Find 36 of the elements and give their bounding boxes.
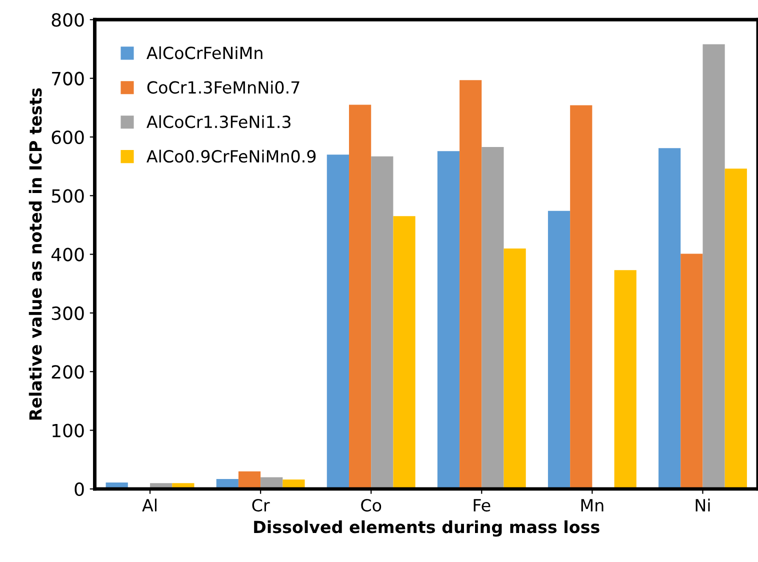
y-tick-label: 500: [52, 189, 84, 203]
legend-label: AlCoCr1.3FeNi1.3: [146, 115, 290, 128]
bar: [371, 156, 394, 489]
bar: [548, 210, 570, 489]
bar: [482, 146, 504, 489]
bar: [702, 44, 725, 489]
bar: [326, 154, 349, 489]
x-axis-title: Dissolved elements during mass loss: [254, 520, 600, 537]
y-tick-label: 0: [74, 482, 84, 496]
bar: [393, 216, 416, 489]
legend-label: AlCoCrFeNiMn: [146, 46, 262, 60]
bar: [437, 151, 460, 489]
x-tick-label: Al: [142, 498, 156, 512]
bar: [724, 168, 747, 489]
y-tick-label: 600: [52, 130, 84, 144]
y-tick-label: 800: [52, 13, 84, 27]
bar: [460, 80, 482, 489]
x-tick-label: Fe: [474, 499, 490, 512]
y-axis-title: Relative value as noted in ICP tests: [28, 88, 42, 420]
bar: [504, 248, 526, 489]
y-tick-label: 300: [52, 306, 84, 320]
bar: [348, 104, 372, 489]
x-tick-label: Mn: [581, 499, 604, 512]
legend-label: CoCr1.3FeMnNi0.7: [147, 80, 300, 94]
y-tick-label: 700: [52, 72, 84, 86]
y-tick-label: 200: [52, 365, 84, 379]
x-tick-label: Cr: [252, 498, 270, 512]
y-tick-label: 100: [52, 424, 84, 438]
x-tick-label: Co: [361, 498, 382, 512]
bar: [570, 105, 592, 489]
bar: [658, 148, 681, 489]
legend-label: AlCo0.9CrFeNiMn0.9: [146, 150, 316, 163]
x-tick-label: Ni: [696, 498, 710, 512]
bar: [614, 270, 636, 489]
bar: [680, 254, 703, 489]
y-tick-label: 400: [51, 248, 84, 262]
